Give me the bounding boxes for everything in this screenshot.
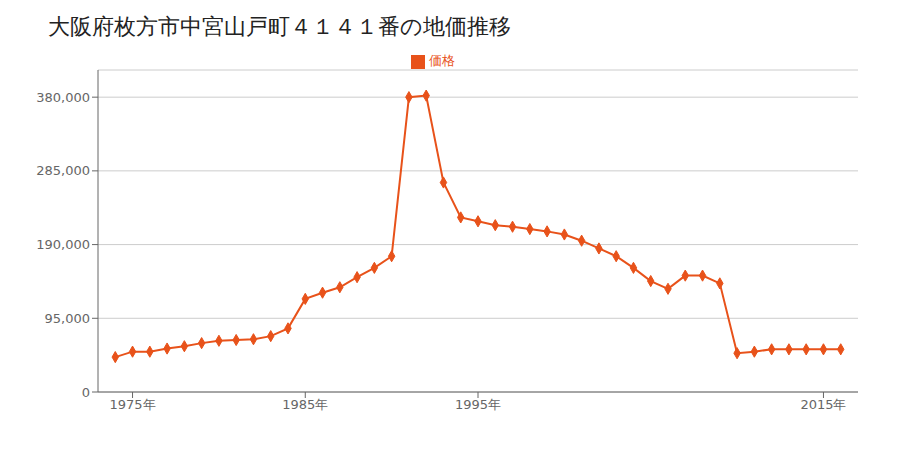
svg-text:0: 0 (82, 385, 90, 400)
html-text:大阪府枚方市中宮山戸町４１４１番の地価推移: 大阪府枚方市中宮山戸町４１４１番の地価推移 (48, 14, 511, 39)
svg-text:2015年: 2015年 (800, 397, 846, 412)
svg-text:190,000: 190,000 (36, 237, 90, 252)
svg-text:380,000: 380,000 (36, 90, 90, 105)
svg-text:95,000: 95,000 (45, 311, 91, 326)
svg-text:285,000: 285,000 (36, 163, 90, 178)
svg-text:1975年: 1975年 (109, 397, 155, 412)
svg-text:1995年: 1995年 (455, 397, 501, 412)
html-text:価格: 価格 (429, 53, 455, 68)
svg-text:1985年: 1985年 (282, 397, 328, 412)
